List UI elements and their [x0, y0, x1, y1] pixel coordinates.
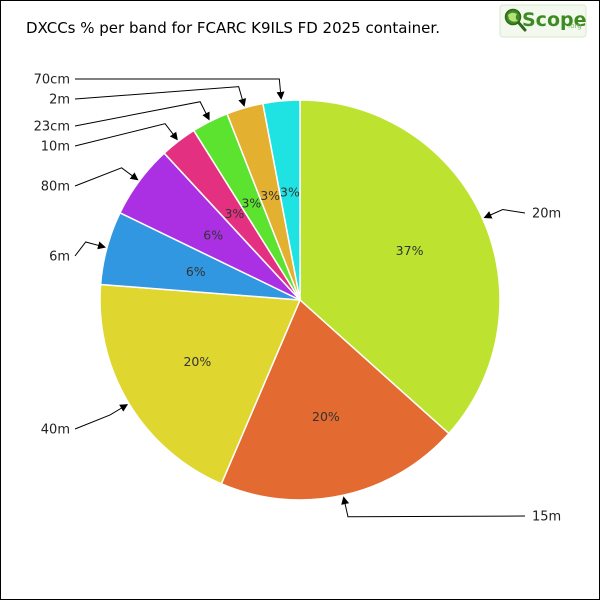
callout-line-6m	[74, 241, 106, 257]
slice-label-2m: 2m	[49, 93, 70, 108]
callout-line-80m	[74, 167, 139, 187]
callout-line-70cm	[74, 78, 285, 100]
slice-label-80m: 80m	[41, 180, 70, 195]
slice-label-40m: 40m	[41, 423, 70, 438]
chart-title: DXCCs % per band for FCARC K9ILS FD 2025…	[26, 19, 440, 37]
pct-label-10m: 3%	[224, 206, 244, 221]
logo: Scope .org	[499, 4, 587, 38]
pct-label-15m: 20%	[312, 409, 340, 424]
slice-label-20m: 20m	[532, 207, 561, 222]
pie-slice-20m	[299, 99, 501, 435]
pct-label-2m: 3%	[260, 188, 280, 203]
pct-label-80m: 6%	[203, 228, 223, 243]
slice-label-23cm: 23cm	[34, 120, 70, 135]
logo-suffix: .org	[568, 22, 582, 30]
logo-text: Scope	[522, 9, 587, 31]
callout-line-2m	[74, 86, 247, 107]
pie-slice-70cm	[262, 99, 301, 301]
callout-line-40m	[74, 404, 129, 430]
slice-label-6m: 6m	[49, 250, 70, 265]
pct-label-20m: 37%	[396, 243, 424, 258]
pct-label-23cm: 3%	[241, 196, 261, 211]
pct-label-40m: 20%	[183, 354, 211, 369]
pct-label-6m: 6%	[186, 264, 206, 279]
pct-label-70cm: 3%	[280, 184, 300, 199]
slice-label-15m: 15m	[532, 510, 561, 525]
slice-label-70cm: 70cm	[34, 73, 70, 88]
callout-line-10m	[74, 123, 178, 147]
callout-line-23cm	[74, 101, 210, 127]
callout-line-15m	[341, 496, 526, 518]
pie-slice-15m	[220, 298, 450, 501]
magnifier-globe-icon	[504, 8, 527, 32]
callout-line-20m	[483, 208, 526, 219]
slice-label-10m: 10m	[41, 140, 70, 155]
pie-slice-40m	[99, 283, 302, 485]
